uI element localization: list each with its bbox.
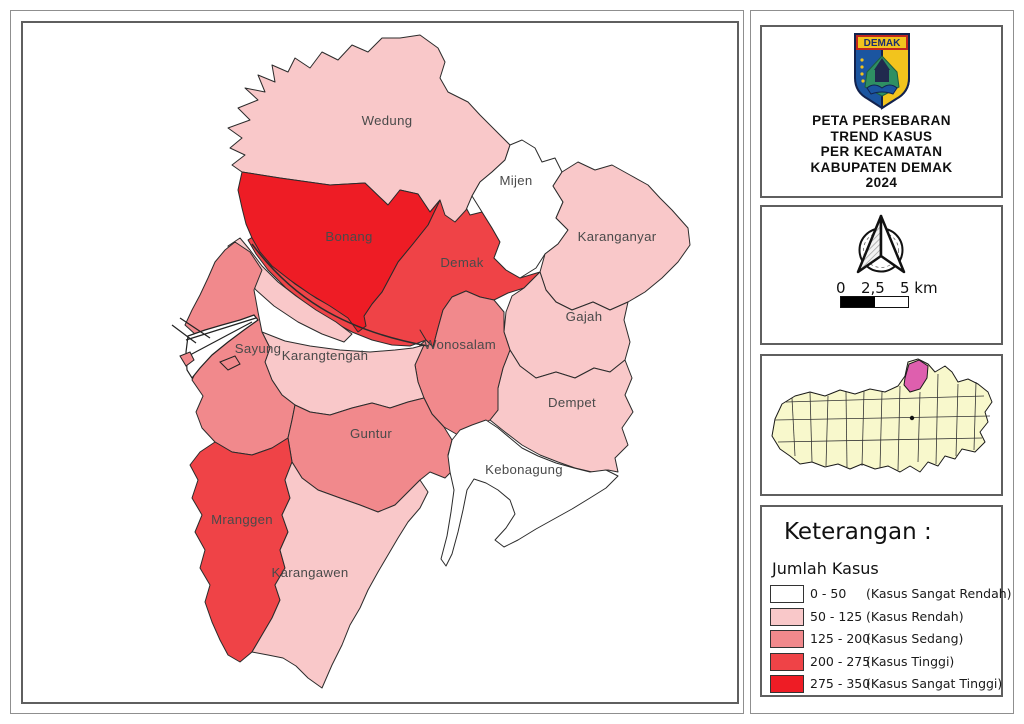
district-label-dempet: Dempet (548, 395, 596, 410)
legend-swatch-sangat-tinggi (770, 675, 804, 693)
scale-bar (840, 296, 909, 308)
legend-row: 50 - 125 (Kasus Rendah) (770, 606, 995, 629)
district-label-bonang: Bonang (325, 229, 372, 244)
legend-swatch-sangat-rendah (770, 585, 804, 603)
logo-banner (855, 35, 908, 50)
district-label-wedung: Wedung (362, 113, 413, 128)
scale-bar-filled (841, 297, 875, 307)
map-outer-frame (10, 10, 744, 714)
district-mijen (471, 139, 569, 279)
legend-heading: Keterangan : (784, 519, 932, 545)
legend-subheading: Jumlah Kasus (772, 559, 879, 578)
district-label-wonosalam: Wonosalam (424, 337, 496, 352)
title-panel: DEMAK PETA PERSEBARAN TREND KASUS PER KE… (760, 25, 1003, 198)
district-kebonagung (440, 419, 619, 567)
demak-logo: DEMAK (762, 32, 1001, 115)
legend-swatch-sedang (770, 630, 804, 648)
inset-city-mark (909, 415, 915, 421)
legend-category: (Kasus Sangat Tinggi) (866, 676, 1003, 691)
compass-scale-panel: 0 2,5 5 km (760, 205, 1003, 345)
locator-inset-panel (760, 354, 1003, 496)
scale-bar-empty (874, 297, 908, 307)
district-label-karanganyar: Karanganyar (578, 229, 657, 244)
legend-range: 275 - 350 (810, 676, 871, 691)
coastal-islets (179, 351, 241, 371)
legend-category: (Kasus Tinggi) (866, 653, 955, 669)
scale-tick-0: 0 (836, 279, 846, 297)
district-label-mranggen: Mranggen (211, 512, 273, 527)
legend-rows: 0 - 50 (Kasus Sangat Rendah) 50 - 125 (K… (770, 583, 1012, 696)
legend-swatch-tinggi (770, 652, 804, 671)
legend-range: 50 - 125 (810, 608, 863, 624)
district-label-karangtengah: Karangtengah (282, 348, 368, 363)
sidebar-outer-frame (750, 10, 1014, 714)
legend-row: 125 - 200 (Kasus Sedang) (770, 628, 995, 651)
legend-row: 0 - 50 (Kasus Sangat Rendah) (770, 583, 1012, 606)
coastal-water-inlets (171, 314, 259, 380)
district-label-guntur: Guntur (350, 426, 392, 441)
choropleth-map: Wedung Mijen Karanganyar Bonang Demak Gajah Sa… (171, 34, 691, 689)
district-label-karangawen: Karangawen (271, 565, 348, 580)
legend-range: 200 - 275 (810, 653, 871, 669)
district-label-gajah: Gajah (566, 309, 603, 324)
legend-row: 200 - 275 (Kasus Tinggi) (770, 651, 995, 674)
demak-coat-of-arms: DEMAK (853, 33, 910, 110)
logo-banner-text: DEMAK (863, 38, 900, 49)
legend-category: (Kasus Rendah) (866, 608, 964, 624)
inset-regency-borders (774, 373, 991, 471)
main-map-panel: Wedung Mijen Karanganyar Bonang Demak Gajah Sa… (21, 21, 739, 704)
legend-swatch-rendah (770, 607, 804, 626)
scale-tick-max: 5 km (900, 279, 938, 297)
legend-category: (Kasus Sedang) (866, 631, 964, 646)
district-bonang (237, 171, 441, 333)
legend-range: 125 - 200 (810, 631, 871, 646)
title-line-3: PER KECAMATAN (820, 144, 943, 159)
district-karangawen (251, 461, 429, 689)
district-label-sayung: Sayung (235, 341, 282, 356)
central-java-inset-map (771, 358, 993, 473)
title-line-1: PETA PERSEBARAN (812, 113, 951, 128)
district-label-mijen: Mijen (499, 173, 532, 188)
title-line-5: 2024 (865, 175, 898, 190)
inset-demak-highlight (903, 359, 929, 393)
map-title: PETA PERSEBARAN TREND KASUS PER KECAMATA… (762, 113, 1001, 191)
scale-tick-mid: 2,5 (861, 279, 885, 297)
river-line (251, 243, 429, 347)
district-label-kebonagung: Kebonagung (485, 462, 563, 477)
legend-range: 0 - 50 (810, 586, 847, 601)
legend-row: 275 - 350 (Kasus Sangat Tinggi) (770, 673, 1002, 696)
legend-panel: Keterangan : Jumlah Kasus 0 - 50 (Kasus … (760, 505, 1012, 697)
legend-category: (Kasus Sangat Rendah) (866, 586, 1012, 601)
district-label-demak: Demak (440, 255, 483, 270)
inset-province-shape (771, 358, 993, 473)
north-arrow-icon (856, 214, 906, 274)
title-line-2: TREND KASUS (830, 128, 933, 144)
title-line-4: KABUPATEN DEMAK (810, 159, 953, 175)
